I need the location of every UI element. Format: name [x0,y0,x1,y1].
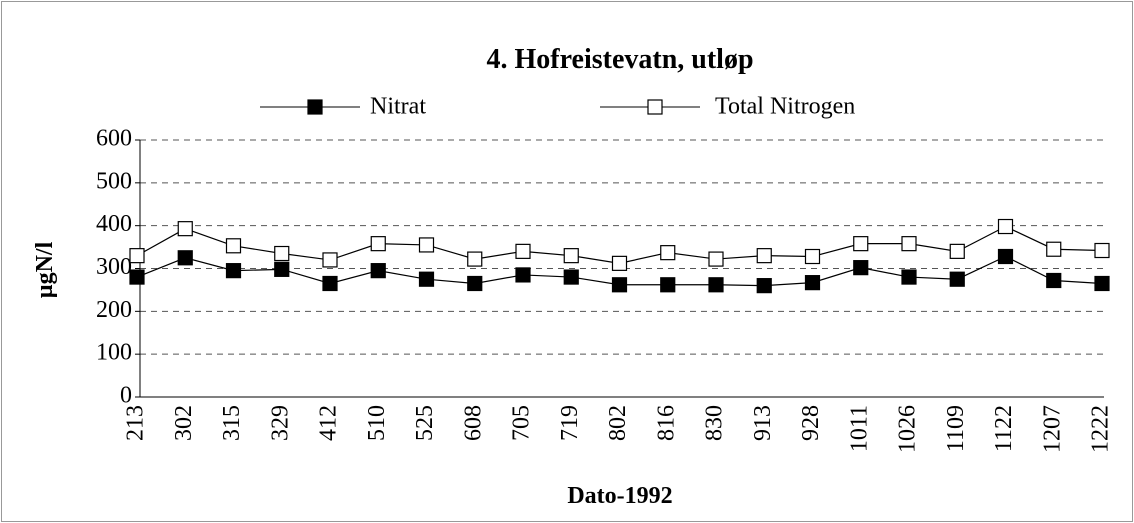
marker [660,277,676,293]
marker [756,248,772,264]
y-axis-title: µgN/l [32,241,58,298]
marker [322,252,338,268]
y-tick-label: 600 [96,126,132,152]
marker [949,243,965,259]
marker [370,263,386,279]
marker [901,269,917,285]
marker [225,238,242,254]
marker [1094,275,1110,292]
marker [515,243,531,259]
marker [804,248,821,265]
marker [611,277,628,293]
marker [708,251,724,267]
y-tick-label: 400 [96,211,132,237]
marker [708,277,724,293]
marker [901,236,917,252]
marker [1094,242,1110,259]
legend-label: Total Nitrogen [715,94,855,120]
marker [853,236,869,252]
x-tick-label: 802 [605,405,631,441]
marker [1046,272,1062,289]
x-tick-label: 1011 [846,405,872,452]
marker [370,236,386,252]
marker [804,275,821,291]
marker [467,251,483,267]
y-tick-label: 200 [96,297,132,323]
x-tick-label: 928 [798,405,824,441]
marker [563,269,579,285]
x-tick-label: 1222 [1088,405,1114,453]
marker [997,248,1014,265]
marker [756,278,772,294]
legend-marker [307,99,323,115]
x-tick-label: 719 [557,405,583,441]
marker [418,271,435,287]
marker [563,248,579,264]
marker [129,248,145,264]
marker [322,275,338,292]
x-axis-title: Dato-1992 [567,483,672,509]
y-tick-label: 300 [96,254,132,280]
legend-marker [647,99,663,115]
x-tick-label: 913 [750,405,776,441]
x-tick-label: 1026 [895,405,921,453]
legend-label: Nitrat [370,94,426,120]
x-tick-label: 608 [460,405,486,441]
marker [660,245,676,261]
marker [853,260,869,276]
marker [274,245,290,262]
marker [225,263,242,279]
marker [418,237,435,253]
y-tick-label: 100 [96,340,132,366]
marker [949,271,965,287]
x-tick-label: 213 [123,405,149,441]
x-tick-label: 816 [653,405,679,441]
marker [177,250,193,266]
marker [997,218,1014,235]
x-tick-label: 1122 [991,405,1017,452]
x-tick-label: 510 [364,405,390,441]
x-tick-label: 315 [219,405,245,441]
marker [515,267,531,283]
x-tick-label: 1109 [943,405,969,452]
x-tick-label: 302 [171,405,197,441]
marker [1046,241,1062,257]
marker [467,275,483,292]
chart-title: 4. Hofreistevatn, utløp [486,44,753,75]
marker [129,269,145,285]
marker [274,261,290,277]
x-tick-label: 329 [267,405,293,441]
marker [177,221,193,237]
y-tick-label: 500 [96,168,132,194]
marker [611,255,628,271]
y-tick-label: 0 [120,383,132,409]
x-tick-label: 412 [316,405,342,441]
x-tick-label: 1207 [1039,405,1065,453]
x-tick-label: 525 [412,405,438,441]
x-tick-label: 705 [509,405,535,441]
x-tick-label: 830 [702,405,728,441]
